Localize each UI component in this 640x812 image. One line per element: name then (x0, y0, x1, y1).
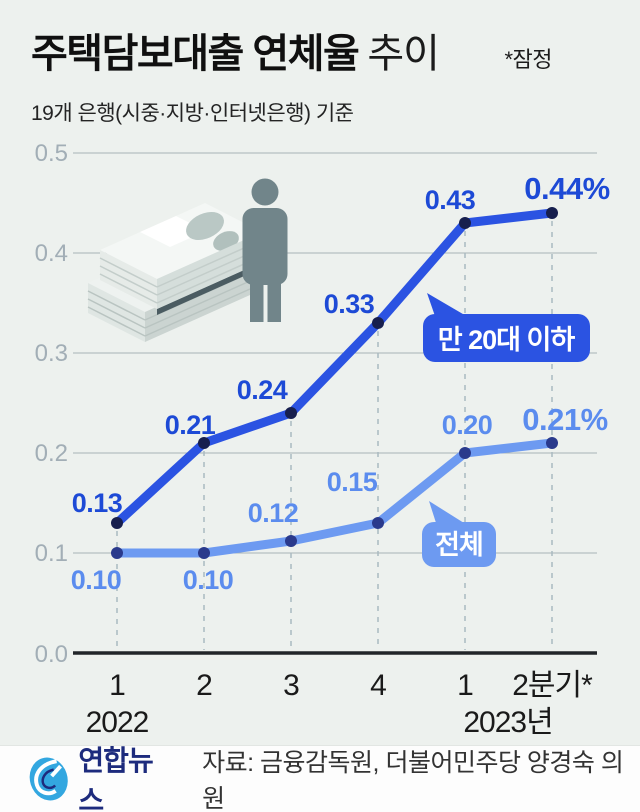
value-labels-total: 0.10 0.10 0.12 0.15 0.20 0.21% (71, 402, 608, 595)
series-points-total (111, 437, 558, 559)
value-label-latest: 0.44% (524, 171, 609, 206)
badge-background (422, 522, 496, 567)
y-tick: 0.2 (35, 440, 68, 467)
yonhap-logo-icon (29, 757, 68, 801)
value-label: 0.43 (425, 185, 476, 215)
page-title-suffix: 추이 (367, 32, 440, 76)
y-tick: 0.3 (35, 340, 68, 367)
banknote-portrait (186, 211, 224, 241)
y-tick: 0.4 (35, 240, 68, 267)
value-label-latest: 0.21% (522, 402, 607, 437)
value-label: 0.10 (71, 565, 122, 595)
y-tick: 0.5 (35, 140, 68, 167)
series-badge-under20s: 만 20대 이하 (423, 293, 590, 362)
value-label: 0.33 (324, 289, 375, 319)
header: 주택담보대출 연체율 추이 *잠정 19개 은행(시중·지방·인터넷은행) 기준 (0, 0, 640, 127)
page-title: 주택담보대출 연체율 (31, 32, 360, 76)
x-tick: 2분기* (512, 669, 593, 702)
x-tick: 1 (109, 669, 125, 702)
x-tick: 4 (370, 669, 386, 702)
badge-tail (429, 501, 464, 526)
value-label: 0.20 (442, 410, 493, 440)
x-year-label: 2022 (86, 706, 149, 739)
y-tick: 0.0 (35, 641, 68, 668)
value-label: 0.12 (248, 498, 299, 528)
money-stack-illustration (87, 178, 288, 342)
series-name: 만 20대 이하 (438, 325, 576, 355)
x-year-label: 2023년 (463, 706, 552, 739)
x-tick: 1 (457, 669, 473, 702)
y-tick: 0.1 (35, 540, 68, 567)
value-label: 0.15 (327, 467, 378, 497)
x-tick: 3 (283, 669, 299, 702)
series-line-under20s (112, 208, 557, 528)
series-name: 전체 (435, 530, 483, 560)
x-axis-labels: 1 2 3 4 1 2분기* 2022 2023년 (86, 669, 594, 739)
series-points-under20s (111, 207, 558, 529)
yonhap-logo-text: 연합뉴스 (78, 745, 153, 812)
subtitle: 19개 은행(시중·지방·인터넷은행) 기준 (31, 102, 354, 125)
value-labels-under20s: 0.13 0.21 0.24 0.33 0.43 0.44% (72, 171, 610, 518)
line-chart: 0.5 0.4 0.3 0.2 0.1 0.0 (35, 140, 611, 739)
value-label: 0.24 (237, 375, 288, 405)
provisional-note: *잠정 (504, 47, 552, 72)
footer: 연합뉴스 자료: 금융감독원, 더불어민주당 양경숙 의원 (0, 745, 640, 812)
badge-tail (427, 293, 468, 319)
value-label: 0.13 (72, 488, 123, 518)
source-credit: 자료: 금융감독원, 더불어민주당 양경숙 의원 (202, 749, 624, 812)
series-line-total (112, 438, 557, 558)
person-icon (242, 178, 288, 322)
value-label: 0.21 (165, 410, 216, 440)
badge-background (423, 314, 590, 362)
y-axis-labels: 0.5 0.4 0.3 0.2 0.1 0.0 (35, 140, 68, 668)
x-tick: 2 (196, 669, 212, 702)
value-label: 0.10 (183, 565, 234, 595)
title-row: 주택담보대출 연체율 추이 *잠정 (31, 21, 640, 79)
series-badge-total: 전체 (422, 501, 496, 567)
